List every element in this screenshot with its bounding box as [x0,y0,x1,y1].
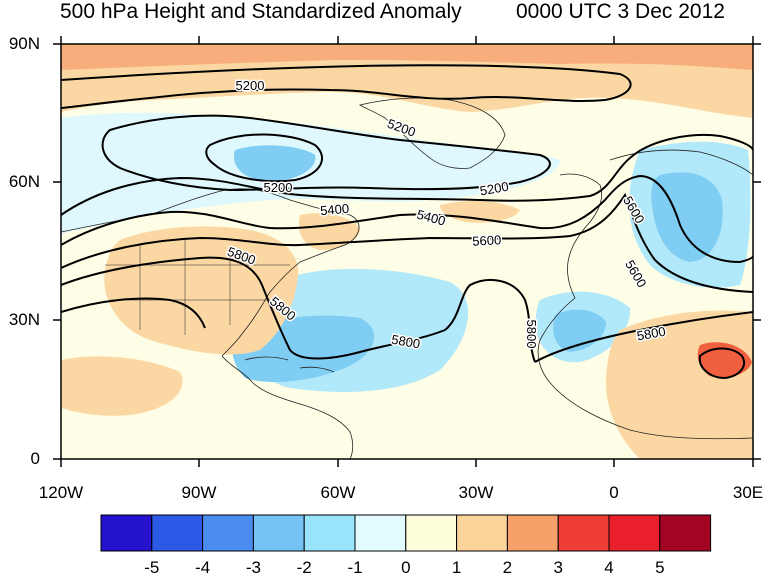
contour-5400-north [61,134,753,216]
map-fill-layer [61,44,753,459]
negative-anomaly-europe-core-fill [651,172,723,262]
colorbar [100,514,712,552]
colorbar-swatch [151,514,204,552]
colorbar-swatch [659,514,712,552]
contour-5800-pacific [61,297,206,329]
contour-5400-south [61,174,753,264]
lon-label-90w: 90W [181,483,217,502]
central-america-coast [221,355,354,459]
contour-label: 5400 [320,201,350,218]
lat-label-equator: 0 [30,449,40,468]
contour-5800-west [61,256,536,363]
colorbar-swatch [354,514,407,552]
colorbar-swatch [557,514,610,552]
polar-strong-positive-fill [61,44,753,70]
positive-anomaly-sahara-core-fill [697,342,752,378]
negative-anomaly-core-fill [234,145,316,182]
colorbar-label: -1 [347,558,363,577]
positive-anomaly-us-fill [104,226,299,355]
colorbar-label: -3 [245,558,261,577]
valid-time: 0000 UTC 3 Dec 2012 [516,0,725,23]
us-state-grid [105,240,290,335]
lon-label-60w: 60W [320,483,356,502]
colorbar-swatch [456,514,508,552]
contour-5880-high [698,347,745,380]
colorbar-label: -5 [144,558,160,577]
contour-5000-low-core [205,133,324,183]
colorbar-label: 0 [401,558,411,577]
colorbar-swatch [202,514,254,552]
contour-5600 [61,192,753,293]
lon-label-30e: 30E [732,483,764,502]
colorbar-swatch [405,514,458,552]
contour-label: 5200 [236,78,265,93]
axis-ticks [53,36,761,467]
caribbean-islands [244,356,335,373]
contour-label: 5800 [524,320,539,349]
lat-label-60n: 60N [8,172,40,191]
positive-anomaly-pacific-fill [61,356,183,416]
lon-label-120w: 120W [38,483,84,502]
colorbar-label: 2 [502,558,513,577]
height-contours [61,64,753,380]
colorbar-swatch [252,514,305,552]
lon-label-30w: 30W [458,483,494,502]
contour-5200-low [101,114,551,192]
europe-africa-coast [537,173,753,440]
colorbar-swatch [100,514,153,552]
contour-5800-east [534,311,753,363]
contour-label: 5800 [636,324,667,344]
colorbar-label: 1 [451,558,462,577]
map-title: 500 hPa Height and Standardized Anomaly [60,0,462,23]
colorbar-swatch [506,514,559,552]
colorbar-label: -4 [195,558,211,577]
map-frame [60,43,754,460]
colorbar-swatch [608,514,661,552]
contour-label: 5200 [264,180,293,195]
colorbar-label: 5 [655,558,665,577]
contour-label: 5800 [390,332,421,352]
colorbar-label: 4 [604,558,614,577]
colorbar-swatch [303,514,356,552]
lat-label-30n: 30N [8,310,40,329]
contour-label: 5200 [479,179,510,199]
colorbar-label: -2 [296,558,312,577]
contour-label: 5600 [472,232,502,248]
lat-label-90n: 90N [8,34,40,53]
colorbar-label: 3 [553,558,563,577]
contour-5200-polar [61,64,632,109]
lon-label-0: 0 [609,483,619,502]
